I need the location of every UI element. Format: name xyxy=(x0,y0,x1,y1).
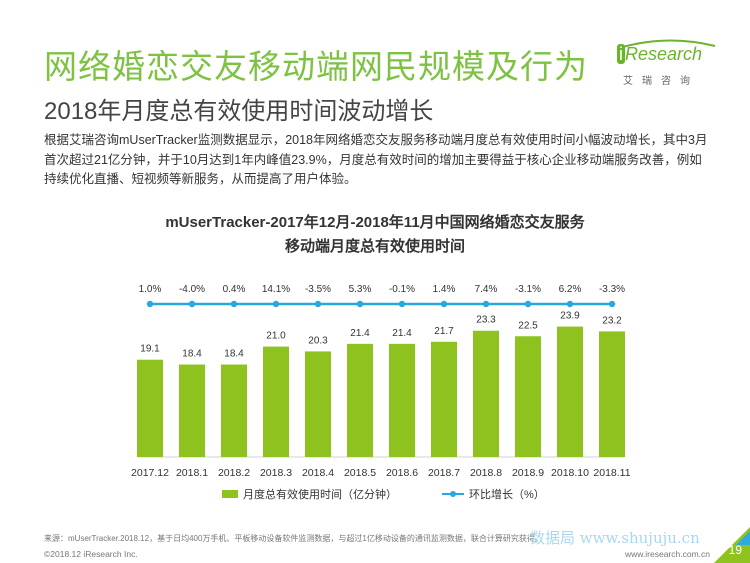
x-tick-label: 2018.8 xyxy=(470,467,502,479)
bar-2018.5 xyxy=(347,343,373,457)
watermark: 数据局 www.shujuju.cn xyxy=(530,529,700,547)
bar-2018.11 xyxy=(599,331,625,457)
growth-label: 1.0% xyxy=(139,284,162,295)
legend-line-label: 环比增长（%） xyxy=(469,489,545,501)
source-note: 来源：mUserTracker.2018.12，基于日均400万手机、平板移动设… xyxy=(44,534,543,543)
bar-label: 23.3 xyxy=(476,315,496,326)
growth-point xyxy=(398,300,406,308)
bar-2017.12 xyxy=(137,359,163,457)
bar-2018.4 xyxy=(305,351,331,457)
bar-2018.3 xyxy=(263,346,289,457)
growth-label: -3.1% xyxy=(515,284,541,295)
legend-line-swatch xyxy=(442,490,464,498)
logo-i-mark: i xyxy=(617,44,625,64)
bar-label: 23.2 xyxy=(602,315,622,326)
chart-title-line1: mUserTracker-2017年12月-2018年11月中国网络婚恋交友服务 xyxy=(165,214,585,231)
x-tick-label: 2018.2 xyxy=(218,467,250,479)
growth-point xyxy=(482,300,490,308)
bar-2018.8 xyxy=(473,330,499,457)
legend-bar: 月度总有效使用时间（亿分钟） xyxy=(222,486,397,502)
bar-label: 21.0 xyxy=(266,331,286,342)
bar-label: 21.7 xyxy=(434,326,454,337)
x-tick-label: 2018.5 xyxy=(344,467,376,479)
bar-2018.10 xyxy=(557,326,583,457)
bar-2018.7 xyxy=(431,341,457,457)
growth-point xyxy=(314,300,322,308)
page-title: 网络婚恋交友移动端网民规模及行为 xyxy=(44,48,588,85)
growth-label: 14.1% xyxy=(262,284,290,295)
growth-label: 0.4% xyxy=(223,284,246,295)
x-tick-label: 2017.12 xyxy=(131,467,169,479)
chart-title-line2: 移动端月度总有效使用时间 xyxy=(284,238,465,255)
x-tick-label: 2018.3 xyxy=(260,467,292,479)
bar-2018.9 xyxy=(515,336,541,457)
x-tick-label: 2018.11 xyxy=(593,467,630,479)
growth-point xyxy=(440,300,448,308)
bar-2018.2 xyxy=(221,364,247,457)
bar-label: 20.3 xyxy=(308,335,328,346)
bar-label: 21.4 xyxy=(350,328,370,339)
bar-label: 18.4 xyxy=(182,349,202,360)
bar-label: 23.9 xyxy=(560,311,580,322)
bar-2018.6 xyxy=(389,343,415,457)
x-tick-label: 2018.4 xyxy=(302,467,334,479)
growth-point xyxy=(230,300,238,308)
page-number: 19 xyxy=(728,543,742,557)
x-tick-label: 2018.9 xyxy=(512,467,544,479)
copyright: ©2018.12 iResearch Inc. xyxy=(44,549,138,559)
growth-label: -0.1% xyxy=(389,284,415,295)
page-subtitle: 2018年月度总有效使用时间波动增长 xyxy=(44,98,434,125)
growth-label: 6.2% xyxy=(559,284,582,295)
x-tick-label: 2018.6 xyxy=(386,467,418,479)
bar-label: 19.1 xyxy=(140,344,160,355)
growth-point xyxy=(608,300,616,308)
page-corner-accent xyxy=(736,531,750,545)
growth-label: 1.4% xyxy=(433,284,456,295)
bar-label: 18.4 xyxy=(224,349,244,360)
legend-line: 环比增长（%） xyxy=(442,486,545,502)
growth-point xyxy=(272,300,280,308)
legend-bar-label: 月度总有效使用时间（亿分钟） xyxy=(243,489,397,501)
growth-point xyxy=(356,300,364,308)
growth-point xyxy=(566,300,574,308)
bar-label: 22.5 xyxy=(518,320,538,331)
x-tick-label: 2018.10 xyxy=(551,467,589,479)
x-tick-label: 2018.7 xyxy=(428,467,460,479)
growth-label: -3.3% xyxy=(599,284,625,295)
x-tick-label: 2018.1 xyxy=(176,467,208,479)
legend-bar-swatch xyxy=(222,490,238,498)
logo-wordmark: i Research xyxy=(617,44,702,65)
logo-brand: Research xyxy=(625,44,703,64)
growth-point xyxy=(524,300,532,308)
growth-label: -3.5% xyxy=(305,284,331,295)
growth-label: -4.0% xyxy=(179,284,205,295)
website-link[interactable]: www.iresearch.com.cn xyxy=(624,549,710,559)
bar-2018.1 xyxy=(179,364,205,457)
bar-label: 21.4 xyxy=(392,328,412,339)
logo-chinese: 艾瑞咨询 xyxy=(623,76,699,87)
iresearch-logo: i Research 艾瑞咨询 xyxy=(617,36,717,87)
growth-point xyxy=(188,300,196,308)
growth-label: 5.3% xyxy=(349,284,372,295)
logo-swoosh-icon xyxy=(618,39,716,49)
description-text: 根据艾瑞咨询mUserTracker监测数据显示，2018年网络婚恋交友服务移动… xyxy=(44,133,708,186)
growth-label: 7.4% xyxy=(475,284,498,295)
growth-point xyxy=(146,300,154,308)
